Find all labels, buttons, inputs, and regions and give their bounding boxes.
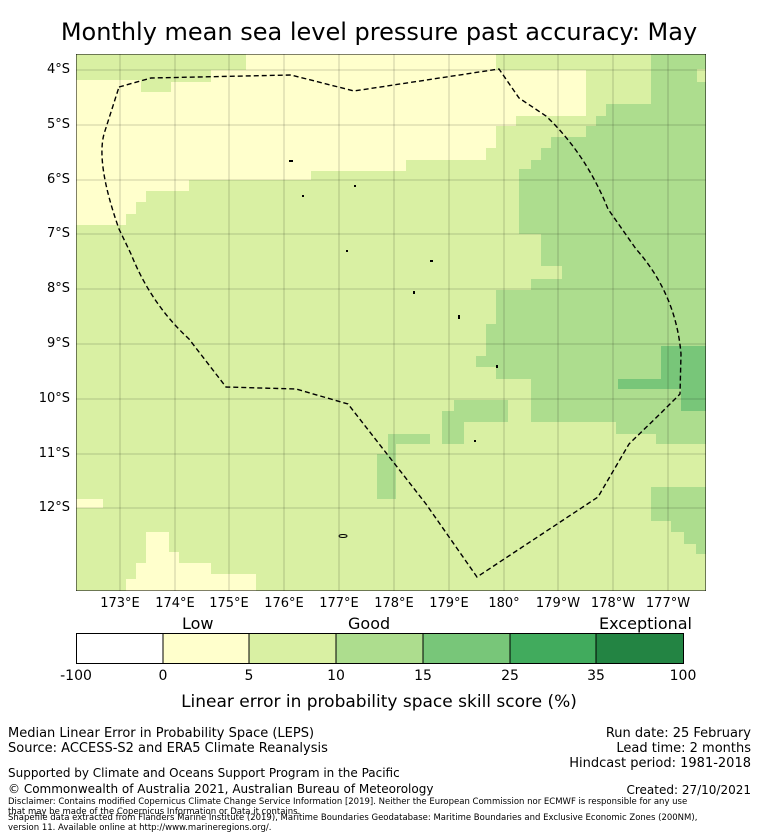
- colorbar-tick: 100: [669, 668, 697, 684]
- lat-label: 4°S: [46, 62, 70, 77]
- lon-label: 178°E: [374, 596, 414, 611]
- colorbar-label: Linear error in probability space skill …: [181, 692, 577, 712]
- lon-label: 180°: [488, 596, 520, 611]
- info-created: Created: 27/10/2021: [626, 783, 751, 797]
- lat-label: 5°S: [46, 117, 70, 132]
- tile-region-low: [76, 54, 586, 225]
- island: [496, 365, 498, 368]
- lat-label: 8°S: [46, 281, 70, 296]
- tile-region-high: [618, 346, 706, 411]
- info-disclaimer: Disclaimer: Contains modified Copernicus…: [8, 797, 688, 807]
- lon-label: 176°E: [264, 596, 304, 611]
- eez-boundary: [101, 68, 682, 578]
- info-shapefile: Shapefile data extracted from Flanders M…: [8, 813, 698, 823]
- graticule: [76, 54, 706, 591]
- chart-title: Monthly mean sea level pressure past acc…: [60, 18, 698, 46]
- island: [302, 195, 304, 197]
- info-shapefile-cont: version 11. Available online at http://w…: [8, 823, 272, 833]
- colorbar-tick: 0: [158, 668, 168, 684]
- skill-tiles: [76, 54, 706, 591]
- colorbar-swatch-exceptional: [596, 633, 683, 664]
- colorbar-tick: -100: [60, 668, 92, 684]
- colorbar-tick: 10: [327, 668, 345, 684]
- island: [338, 534, 348, 538]
- colorbar: [76, 633, 684, 664]
- lat-label: 6°S: [46, 172, 70, 187]
- colorbar-tick: 15: [414, 668, 432, 684]
- island: [458, 315, 460, 319]
- lon-label: 178°W: [590, 596, 636, 611]
- colorbar-swatch-good-high: [336, 633, 423, 664]
- tile-region-low: [76, 499, 103, 508]
- lon-label: 177°W: [645, 596, 691, 611]
- lon-label: 173°E: [100, 596, 140, 611]
- info-copyright: © Commonwealth of Australia 2021, Austra…: [8, 782, 434, 796]
- tile-region-good-high: [651, 487, 706, 554]
- lon-label: 175°E: [209, 596, 249, 611]
- tile-region-good-high: [377, 400, 508, 499]
- island: [430, 260, 433, 262]
- islands: [289, 160, 498, 538]
- lat-label: 10°S: [38, 391, 70, 406]
- category-exceptional: Exceptional: [599, 614, 692, 633]
- colorbar-tick: 5: [244, 668, 254, 684]
- info-run-date: Run date: 25 February: [605, 726, 751, 741]
- colorbar-swatch-good-low: [249, 633, 336, 664]
- lat-label: 12°S: [38, 500, 70, 515]
- info-supported: Supported by Climate and Oceans Support …: [8, 766, 400, 780]
- colorbar-tick: 35: [587, 668, 605, 684]
- island: [474, 440, 476, 442]
- info-method: Median Linear Error in Probability Space…: [8, 726, 315, 741]
- map-panel: [76, 54, 706, 591]
- category-good: Good: [348, 614, 391, 633]
- island: [413, 291, 415, 294]
- lon-label: 174°E: [155, 596, 195, 611]
- info-source: Source: ACCESS-S2 and ERA5 Climate Reana…: [8, 741, 328, 756]
- tile-region-good-high: [476, 54, 706, 444]
- lat-label: 7°S: [46, 226, 70, 241]
- colorbar-swatch-very-low: [76, 633, 163, 664]
- tile-region-low: [126, 532, 256, 591]
- info-lead-time: Lead time: 2 months: [616, 741, 751, 756]
- colorbar-dividers: [162, 633, 597, 664]
- colorbar-frame: [76, 633, 684, 664]
- lat-label: 9°S: [46, 336, 70, 351]
- colorbar-swatch-low: [163, 633, 249, 664]
- colorbar-tick: 25: [501, 668, 519, 684]
- island: [346, 250, 348, 252]
- category-low: Low: [182, 614, 214, 633]
- island: [354, 185, 356, 187]
- island: [289, 160, 293, 162]
- info-disclaimer-cont: that may be made of the Copernicus Infor…: [8, 807, 301, 817]
- lat-label: 11°S: [38, 446, 70, 461]
- colorbar-swatch-very-high: [510, 633, 596, 664]
- lon-label: 179°W: [535, 596, 581, 611]
- lon-label: 179°E: [429, 596, 469, 611]
- colorbar-swatch-high: [423, 633, 510, 664]
- info-hindcast: Hindcast period: 1981-2018: [569, 756, 751, 771]
- lon-label: 177°E: [319, 596, 359, 611]
